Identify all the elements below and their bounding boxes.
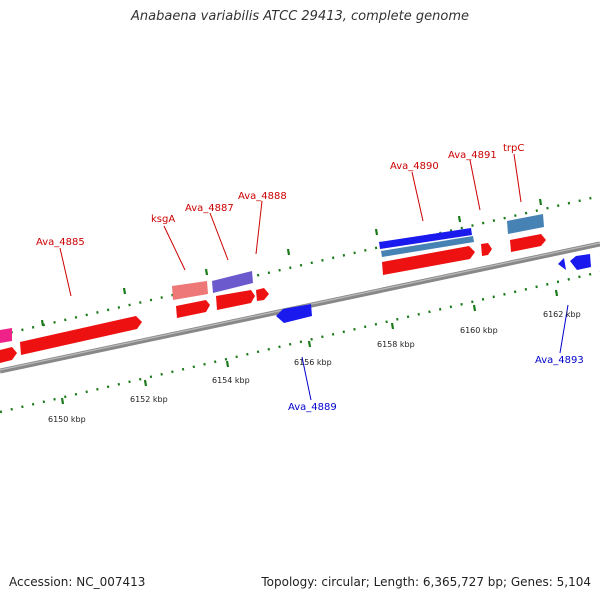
gene-arrow[interactable] (256, 288, 269, 301)
scale-labels: 6150 kbp 6152 kbp 6154 kbp 6156 kbp 6158… (48, 310, 581, 424)
gene-arrow[interactable] (558, 258, 566, 270)
leader-lines (59, 153, 569, 401)
gene-arrow[interactable] (570, 254, 591, 270)
topology-summary: Topology: circular; Length: 6,365,727 bp… (261, 575, 591, 589)
scale-label: 6158 kbp (377, 340, 415, 349)
scale-label: 6162 kbp (543, 310, 581, 319)
gene-arrow[interactable] (172, 281, 208, 300)
gene-label[interactable]: ksgA (151, 214, 175, 225)
map-title: Anabaena variabilis ATCC 29413, complete… (131, 9, 469, 24)
gene-labels: Ava_4885 ksgA Ava_4887 Ava_4888 Ava_4890… (36, 143, 584, 413)
lower-major-ticks (60, 289, 559, 405)
gene-arrow[interactable] (20, 316, 142, 355)
gene-label[interactable]: Ava_4890 (390, 161, 439, 172)
gene-arrow[interactable] (382, 246, 475, 275)
gene-label[interactable]: Ava_4893 (535, 355, 584, 366)
gene-label[interactable]: Ava_4891 (448, 150, 497, 161)
gene-arrow[interactable] (481, 243, 492, 256)
gene-arrow[interactable] (507, 214, 544, 234)
gene-arrow[interactable] (0, 328, 12, 343)
scale-label: 6156 kbp (294, 358, 332, 367)
gene-arrow[interactable] (276, 304, 312, 323)
scale-label: 6160 kbp (460, 326, 498, 335)
gene-arrow[interactable] (0, 347, 17, 363)
gene-arrow[interactable] (176, 300, 210, 318)
upper-major-ticks (40, 198, 543, 327)
scale-label: 6152 kbp (130, 395, 168, 404)
gene-label[interactable]: trpC (503, 143, 524, 154)
gene-label[interactable]: Ava_4885 (36, 237, 85, 248)
lower-dot-track (0, 270, 600, 414)
gene-label[interactable]: Ava_4888 (238, 191, 287, 202)
reverse-genes (276, 254, 591, 323)
gene-arrow[interactable] (212, 271, 253, 293)
scale-label: 6150 kbp (48, 415, 86, 424)
gene-arrow[interactable] (381, 236, 474, 257)
scale-label: 6154 kbp (212, 376, 250, 385)
gene-arrow[interactable] (510, 234, 546, 252)
gene-label[interactable]: Ava_4887 (185, 203, 234, 214)
gene-label[interactable]: Ava_4889 (288, 402, 337, 413)
gene-arrow[interactable] (216, 290, 255, 310)
gene-arrow[interactable] (379, 228, 472, 249)
forward-genes (0, 214, 546, 363)
accession-text: Accession: NC_007413 (9, 575, 146, 589)
